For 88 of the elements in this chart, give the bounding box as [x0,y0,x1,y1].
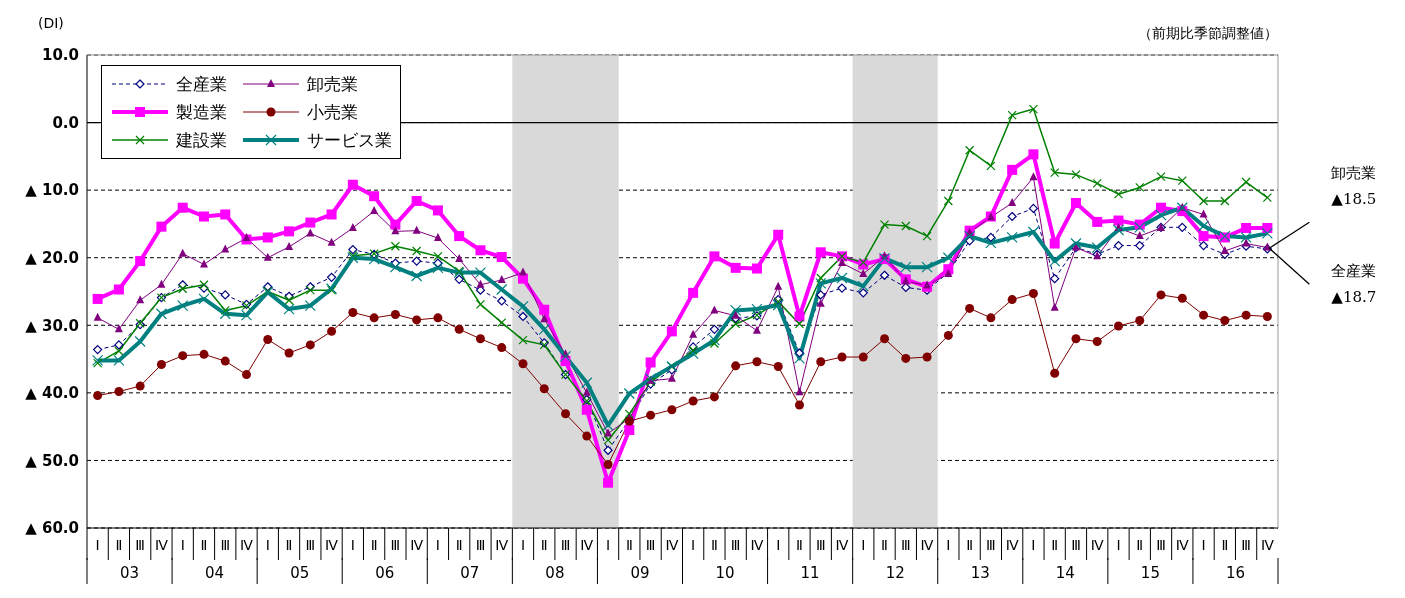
x-tick-label: Ⅱ [540,537,548,553]
text: 16 [1225,564,1246,582]
x-tick-label: Ⅲ [645,537,656,553]
x-tick-label: Ⅰ [861,537,866,553]
x-tick-label: Ⅳ [665,537,679,553]
x-tick-label: Ⅱ [966,537,974,553]
text: 10 [715,564,735,582]
y-tick-label: 0.0 [52,113,79,132]
x-tick-label: Ⅱ [115,537,123,553]
text: 09 [630,564,650,582]
x-tick-label: Ⅰ [776,537,781,553]
x-tick-label: Ⅲ [900,537,911,553]
legend-label: 製造業 [176,100,227,124]
x-tick-label: Ⅳ [750,537,764,553]
x-tick-label: Ⅱ [1136,537,1144,553]
x-tick-label: Ⅲ [1156,537,1166,553]
text: 14 [1055,564,1075,582]
x-tick-label: Ⅲ [986,537,996,553]
x-tick-label: Ⅱ [881,537,888,553]
legend-label: 小売業 [307,100,358,124]
x-tick-label: Ⅳ [495,537,509,553]
x-tick-label: Ⅰ [520,537,526,553]
x-tick-label: Ⅲ [475,537,486,553]
x-tick-label: Ⅲ [1071,537,1081,553]
legend-label: 全産業 [176,72,227,96]
text: 03 [119,564,140,582]
x-tick-label: Ⅰ [1031,537,1036,553]
y-tick-label: ▲ 10.0 [25,181,79,200]
y-tick-label: ▲ 40.0 [25,384,79,403]
x-tick-label: Ⅱ [625,537,633,553]
text: 13 [970,564,990,582]
x-tick-label: Ⅱ [710,537,718,553]
text: 05 [290,564,310,582]
chart-subtitle: （前期比季節調整値） [1138,25,1278,41]
x-tick-label: Ⅱ [200,537,208,553]
x-tick-label: Ⅳ [325,537,339,553]
x-tick-label: Ⅲ [135,537,145,553]
x-tick-label: Ⅰ [180,537,185,553]
y-axis-title: (DI) [38,15,64,31]
x-tick-label: Ⅳ [1260,537,1274,553]
text: 15 [1140,564,1160,582]
legend-label: 建設業 [176,128,227,152]
x-tick-label: Ⅰ [691,537,696,553]
x-tick-label: Ⅳ [154,537,168,553]
x-tick-label: Ⅲ [815,537,826,553]
x-tick-label: Ⅳ [1090,537,1104,553]
x-tick-label: Ⅰ [1116,537,1121,553]
text: 08 [545,564,565,582]
x-tick-label: Ⅲ [305,537,316,553]
x-tick-label: Ⅱ [285,537,293,553]
x-tick-label: Ⅳ [580,537,594,553]
x-tick-label: Ⅲ [1241,537,1251,553]
x-tick-label: Ⅳ [920,537,934,553]
x-tick-label: Ⅱ [370,537,378,553]
text: 07 [460,564,480,582]
text: 06 [375,564,395,582]
text: 11 [800,564,820,582]
text: 卸売業 ▲18.5 [1331,164,1377,209]
x-tick-label: Ⅳ [835,537,849,553]
text: 04 [205,564,225,582]
x-tick-label: Ⅲ [730,537,741,553]
x-tick-label: Ⅳ [1175,537,1189,553]
x-tick-label: Ⅳ [1005,537,1019,553]
x-tick-label: Ⅲ [560,537,571,553]
x-tick-label: Ⅰ [95,537,100,553]
x-tick-label: Ⅱ [796,537,803,553]
legend-label: 卸売業 [307,72,358,96]
x-tick-label: Ⅰ [946,537,951,553]
text: 全産業 ▲18.7 [1331,262,1377,307]
x-tick-label: Ⅲ [390,537,401,553]
x-tick-label: Ⅳ [240,537,254,553]
y-tick-label: ▲ 50.0 [25,451,79,470]
y-tick-label: ▲ 60.0 [25,519,79,538]
x-tick-label: Ⅲ [220,537,231,553]
x-tick-label: Ⅳ [410,537,424,553]
x-tick-label: Ⅰ [265,537,270,553]
y-tick-label: ▲ 30.0 [25,316,79,335]
y-tick-label: 10.0 [41,46,79,65]
x-tick-label: Ⅰ [605,537,611,553]
x-tick-label: Ⅱ [1051,537,1059,553]
text: 12 [885,564,905,582]
x-tick-label: Ⅰ [435,537,440,553]
y-tick-label: ▲ 20.0 [25,249,79,268]
x-tick-label: Ⅰ [1201,537,1206,553]
x-tick-label: Ⅱ [455,537,463,553]
x-tick-label: Ⅰ [350,537,355,553]
x-tick-label: Ⅱ [1221,537,1229,553]
legend-label: サービス業 [307,128,392,152]
